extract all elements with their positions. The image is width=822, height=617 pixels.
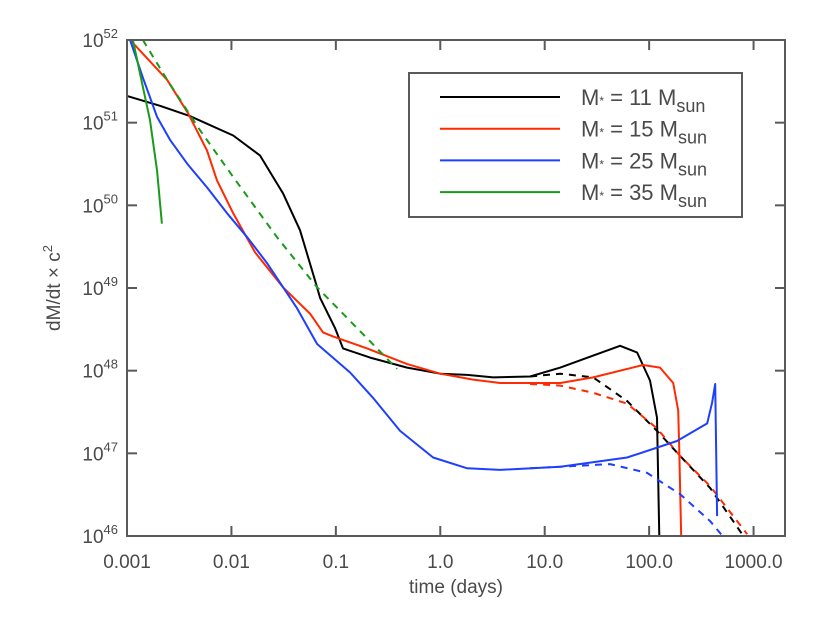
y-tick-base: 10 (82, 362, 103, 383)
y-tick-base: 10 (82, 31, 103, 52)
legend-label: M* = 11 Msun (581, 85, 705, 116)
legend-label-rhs: = 25 M (604, 148, 678, 173)
y-tick-label: 1050 (82, 191, 118, 217)
legend-label-rhs: = 35 M (604, 180, 678, 205)
y-tick-exp: 52 (104, 26, 118, 41)
legend-label-lhs-sub: * (599, 157, 604, 171)
x-tick-label: 0.001 (103, 552, 151, 573)
y-tick-base: 10 (82, 444, 103, 465)
ticks-layer: 0.001 0.01 0.1 1.0 10.0 100.0 1000.01046104710… (82, 26, 785, 573)
y-tick-base: 10 (82, 196, 103, 217)
legend-label-rhs: = 15 M (604, 117, 678, 142)
series-line-6 (131, 40, 163, 224)
legend-label: M* = 15 Msun (581, 117, 707, 148)
y-tick-exp: 51 (104, 109, 118, 124)
series-line-0 (127, 95, 661, 536)
legend-label-lhs: M (581, 85, 599, 110)
x-tick-label: 10.0 (526, 552, 563, 573)
legend-label-rhs-sub: sun (676, 96, 705, 116)
series-line-3-dashed (530, 383, 748, 535)
y-tick-base: 10 (82, 114, 103, 135)
y-tick-label: 1047 (82, 439, 118, 465)
legend-label-lhs: M (581, 117, 599, 142)
y-tick-exp: 47 (104, 439, 118, 454)
legend-label-lhs-sub: * (599, 94, 604, 108)
x-tick-label: 100.0 (625, 552, 673, 573)
y-tick-label: 1052 (82, 26, 118, 52)
y-tick-label: 1046 (82, 522, 118, 548)
series-line-4 (129, 40, 719, 517)
y-tick-exp: 50 (104, 191, 118, 206)
y-axis-label-main: dM/dt × c (44, 252, 65, 331)
legend-label-lhs: M (581, 180, 599, 205)
legend-label-lhs: M (581, 148, 599, 173)
x-tick-label: 1000.0 (725, 552, 783, 573)
y-tick-exp: 48 (104, 357, 118, 372)
x-axis-label: time (days) (409, 577, 503, 598)
legend-label-rhs-sub: sun (678, 159, 707, 179)
y-tick-base: 10 (82, 527, 103, 548)
x-tick-label: 0.1 (323, 552, 349, 573)
legend-label: M* = 25 Msun (581, 148, 707, 179)
legend-label-lhs-sub: * (599, 126, 604, 140)
y-tick-label: 1049 (82, 274, 118, 300)
x-tick-label: 0.01 (213, 552, 250, 573)
y-axis-label-sup: 2 (40, 245, 55, 252)
y-tick-label: 1048 (82, 357, 118, 383)
legend-label-lhs-sub: * (599, 189, 604, 203)
y-tick-exp: 46 (104, 522, 118, 537)
y-axis-label: dM/dt × c2 (40, 245, 65, 331)
series-line-2 (129, 40, 683, 536)
legend-label-rhs: = 11 M (604, 85, 676, 110)
series-layer (127, 40, 748, 536)
legend-label-rhs-sub: sun (678, 191, 707, 211)
y-tick-base: 10 (82, 279, 103, 300)
legend-label-rhs-sub: sun (678, 128, 707, 148)
y-tick-exp: 49 (104, 274, 118, 289)
legend-label: M* = 35 Msun (581, 180, 707, 211)
x-tick-label: 1.0 (427, 552, 453, 573)
series-line-5-dashed (530, 463, 724, 536)
y-tick-label: 1051 (82, 109, 118, 135)
series-line-7-dashed (142, 40, 398, 370)
